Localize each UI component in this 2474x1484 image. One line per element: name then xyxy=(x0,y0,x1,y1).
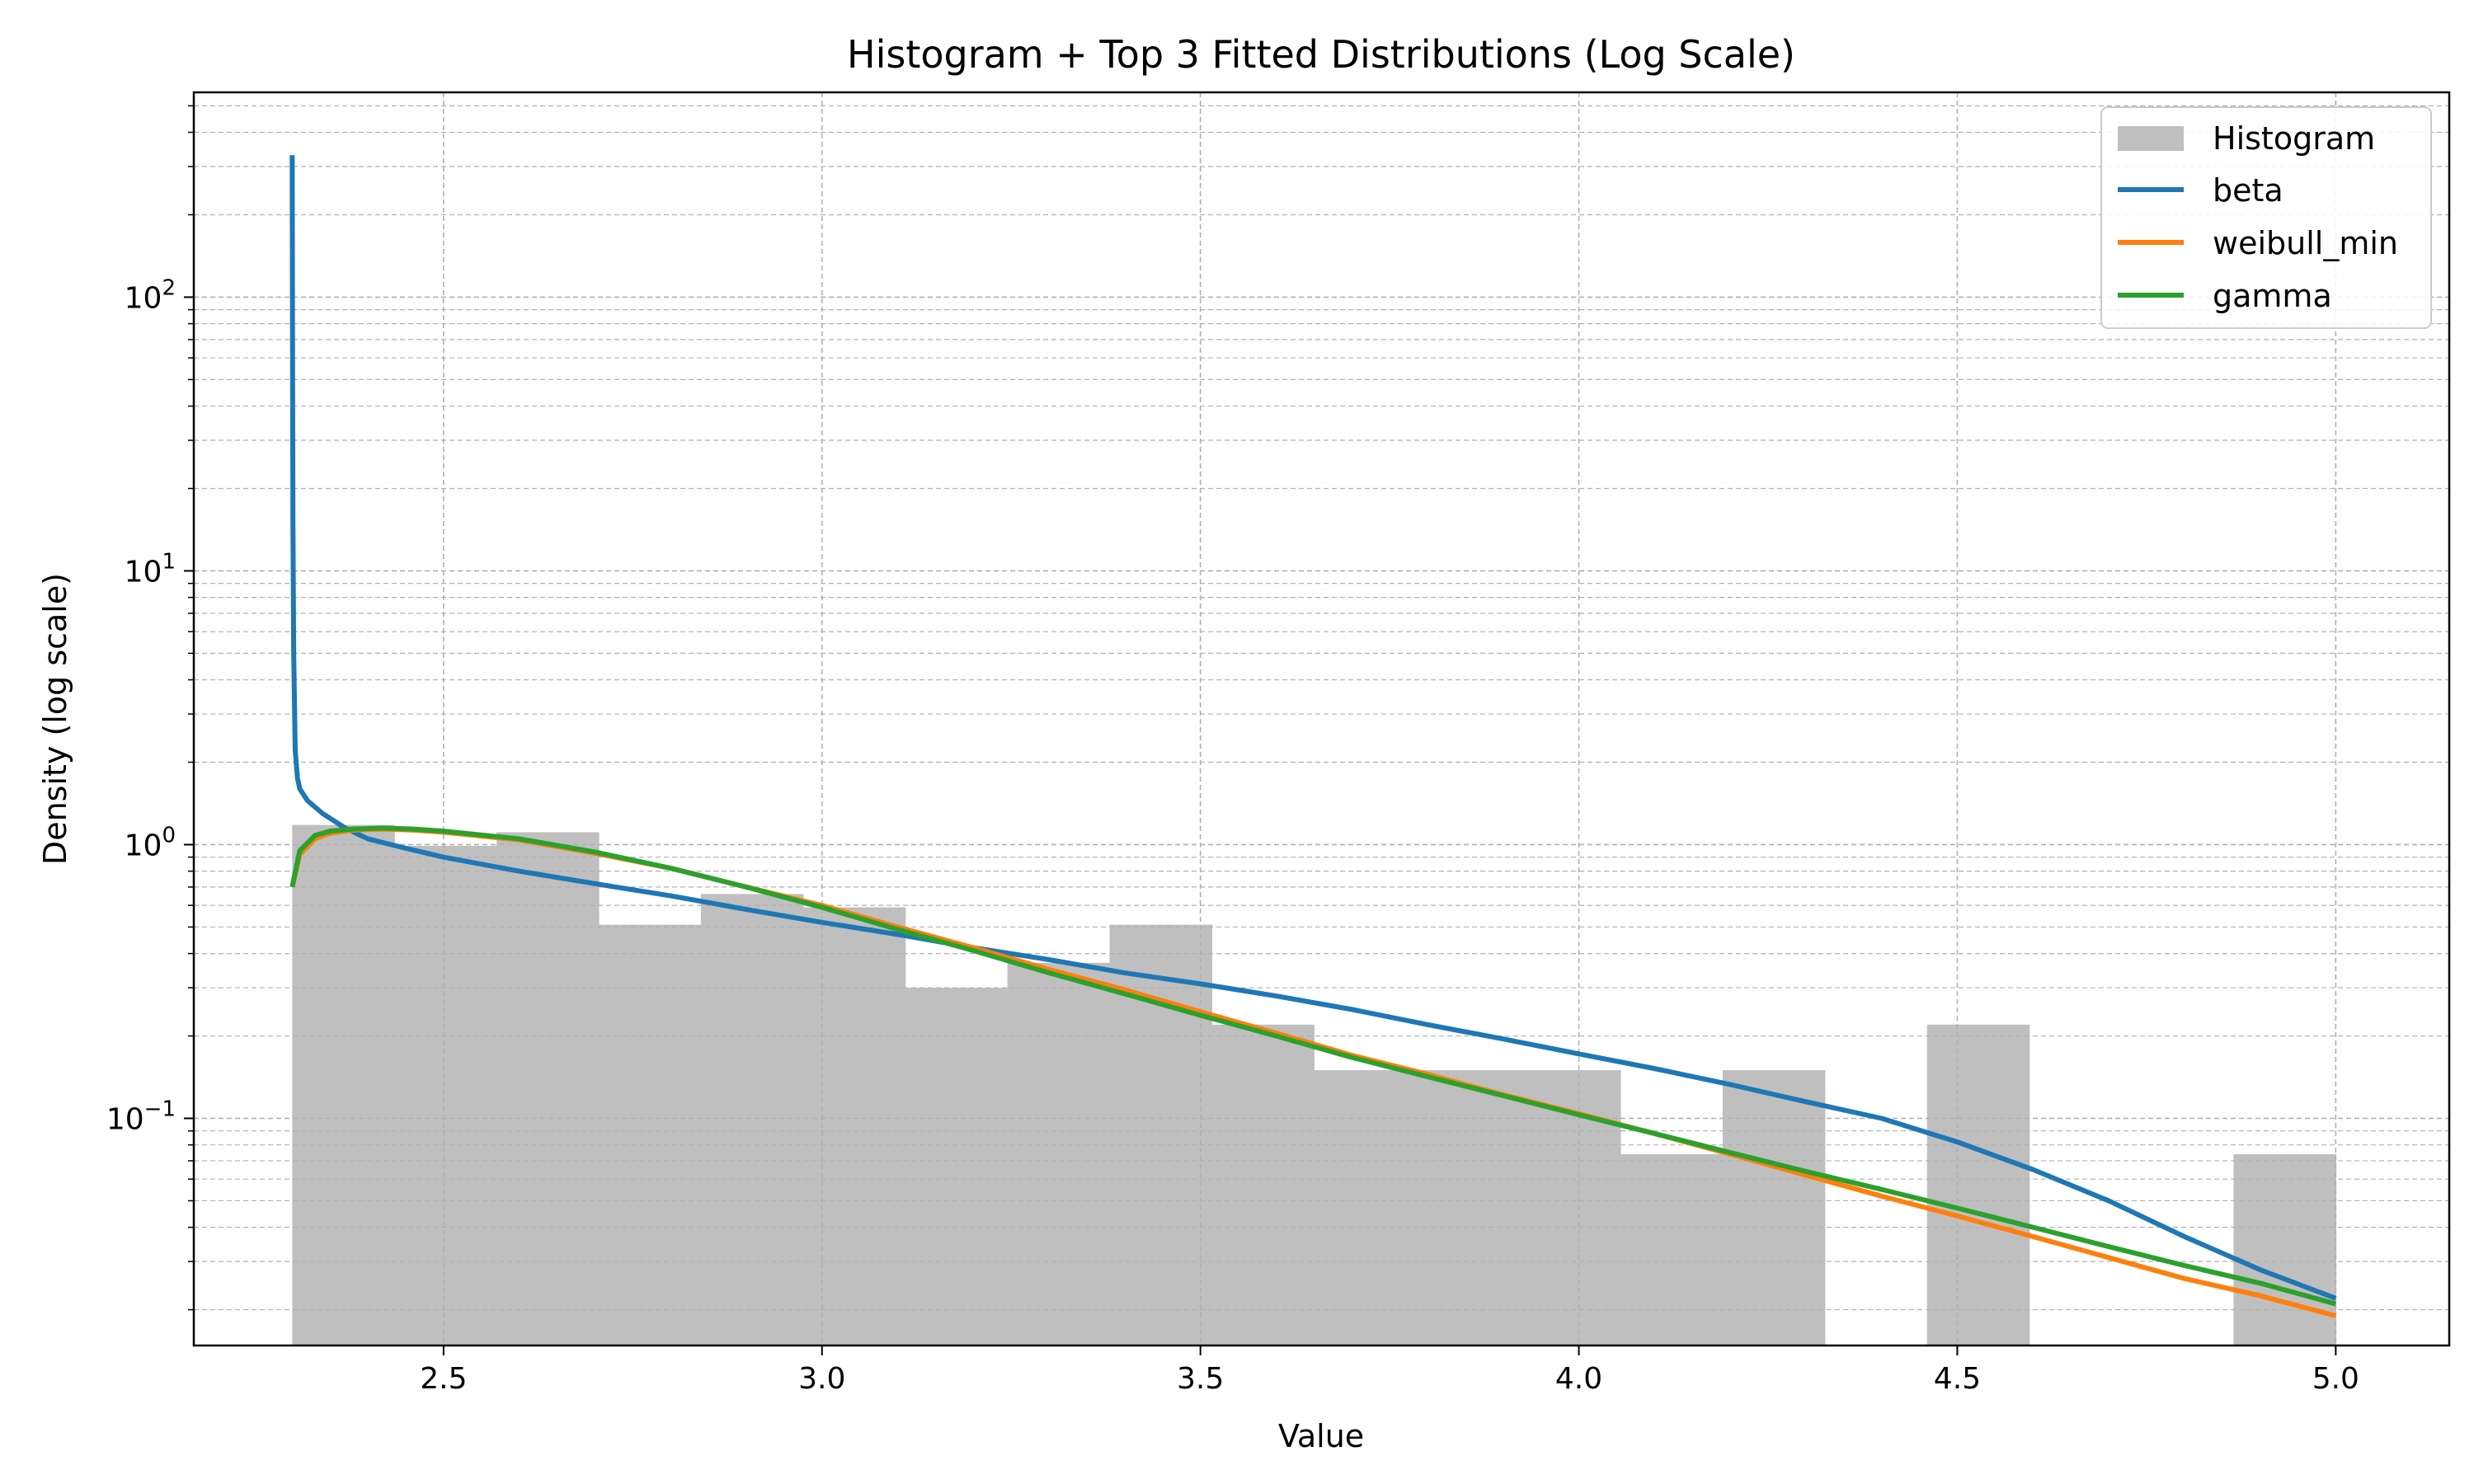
legend-label-histogram: Histogram xyxy=(2213,120,2375,157)
x-axis-title: Value xyxy=(1278,1418,1364,1454)
histogram-bar xyxy=(802,907,906,1345)
histogram-bar xyxy=(1620,1153,1724,1345)
grid-lines xyxy=(194,92,2449,1345)
chart-title: Histogram + Top 3 Fitted Distributions (… xyxy=(847,32,1795,77)
x-axis-ticks: 2.5 3.0 3.5 4.0 4.5 5.0 xyxy=(420,1345,2359,1396)
x-tick-label: 2.5 xyxy=(420,1362,467,1396)
x-tick-label: 5.0 xyxy=(2312,1362,2359,1396)
y-tick-label: 101 xyxy=(125,549,176,589)
histogram-bar xyxy=(599,924,702,1345)
histogram-bar xyxy=(1416,1070,1519,1345)
legend-frame xyxy=(2100,106,2432,329)
series-line-gamma xyxy=(289,825,2337,1307)
x-tick-label: 4.5 xyxy=(1934,1362,1981,1396)
legend-label-beta: beta xyxy=(2213,172,2284,209)
x-tick-label: 4.0 xyxy=(1555,1362,1602,1396)
y-tick-label: 100 xyxy=(125,823,176,862)
plot-area-frame xyxy=(192,91,2451,1347)
histogram-bar xyxy=(1518,1070,1621,1345)
legend-label-weibull-min: weibull_min xyxy=(2213,225,2398,261)
y-tick-label: 102 xyxy=(125,275,176,315)
histogram-bars xyxy=(292,824,2336,1345)
histogram-bar xyxy=(496,832,600,1345)
legend: Histogram beta weibull_min gamma xyxy=(2100,106,2432,329)
histogram-bar xyxy=(2233,1153,2336,1345)
histogram-bar xyxy=(905,988,1009,1345)
y-axis-title: Density (log scale) xyxy=(37,573,73,865)
x-tick-label: 3.0 xyxy=(798,1362,845,1396)
histogram-bar xyxy=(1926,1024,2030,1345)
histogram-bar xyxy=(292,824,395,1345)
y-axis-ticks: 10−1 100 101 102 xyxy=(106,105,194,1311)
distribution-lines xyxy=(289,155,2337,1318)
histogram-bar xyxy=(1007,962,1111,1345)
histogram-bar xyxy=(1211,1024,1315,1345)
legend-swatch-histogram xyxy=(2118,126,2184,151)
x-tick-label: 3.5 xyxy=(1177,1362,1224,1396)
histogram-bar xyxy=(1722,1070,1826,1345)
histogram-bar xyxy=(1314,1070,1417,1345)
legend-label-gamma: gamma xyxy=(2213,278,2332,314)
histogram-bar xyxy=(700,894,804,1345)
histogram-bar xyxy=(394,845,497,1345)
y-tick-label: 10−1 xyxy=(106,1097,176,1137)
